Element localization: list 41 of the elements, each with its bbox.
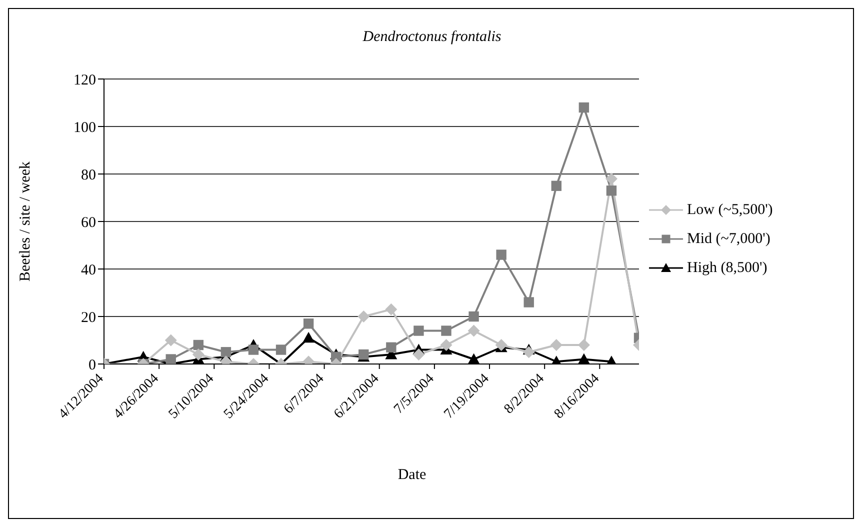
y-tick-label: 60 <box>81 214 96 231</box>
point <box>412 348 425 360</box>
y-tick-label: 80 <box>81 167 96 184</box>
point <box>193 340 204 350</box>
point <box>551 180 562 191</box>
y-tick-label: 20 <box>81 310 96 326</box>
point <box>303 318 314 329</box>
point <box>386 342 396 352</box>
legend-label: Mid (~7,000') <box>687 230 770 248</box>
point <box>578 339 590 351</box>
y-tick-label: 120 <box>74 72 96 88</box>
y-tick-label: 40 <box>81 262 96 278</box>
point <box>441 326 452 336</box>
point <box>578 102 590 113</box>
y-axis-title: Beetles / site / week <box>17 161 34 282</box>
y-tick-label: 0 <box>88 357 96 374</box>
legend-label: High (8,500') <box>687 260 768 276</box>
point <box>524 297 534 308</box>
point <box>468 311 479 322</box>
point <box>385 303 398 316</box>
point <box>248 344 259 355</box>
point <box>496 250 506 260</box>
point <box>468 324 480 337</box>
point <box>578 353 590 364</box>
x-axis-title: Date <box>396 467 428 484</box>
point <box>440 339 452 351</box>
point <box>166 354 176 364</box>
point <box>276 344 286 355</box>
point <box>302 332 315 343</box>
point <box>606 186 617 196</box>
point <box>550 339 562 351</box>
point <box>468 353 480 364</box>
point <box>192 348 204 360</box>
y-tick-label: 100 <box>74 120 96 136</box>
point <box>414 326 424 336</box>
point <box>220 347 232 358</box>
legend-label: Low (~5,500') <box>687 202 773 218</box>
point <box>522 346 535 358</box>
chart-title: Dendroctonus frontalis <box>362 29 502 46</box>
point <box>164 334 177 346</box>
point <box>358 310 370 322</box>
